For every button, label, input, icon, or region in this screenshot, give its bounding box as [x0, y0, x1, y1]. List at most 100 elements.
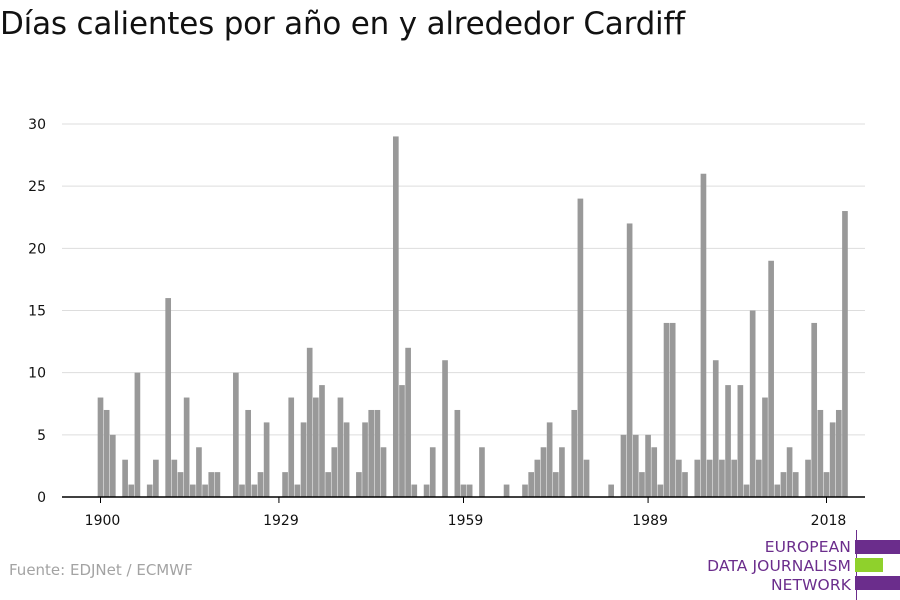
bar — [835, 409, 842, 497]
bar — [239, 484, 245, 497]
bar — [460, 484, 467, 497]
bar — [196, 447, 202, 497]
bar — [719, 459, 725, 497]
bar — [300, 422, 307, 497]
bar — [522, 484, 528, 497]
bar — [202, 484, 208, 497]
bar — [454, 409, 461, 497]
x-tick-label: 2018 — [811, 513, 847, 529]
bar — [189, 484, 196, 497]
bar — [306, 347, 313, 497]
bar — [694, 459, 701, 497]
bar — [712, 360, 719, 497]
bar — [288, 397, 295, 497]
logo-text-european: EUROPEAN — [764, 538, 851, 556]
y-tick-label: 25 — [28, 179, 46, 195]
bar — [669, 322, 676, 497]
bar — [503, 484, 510, 497]
bar — [651, 447, 658, 497]
bar — [755, 459, 762, 497]
bar — [608, 484, 614, 497]
bar — [146, 484, 153, 497]
bar — [109, 434, 116, 497]
bar — [362, 422, 368, 497]
bar — [626, 223, 633, 497]
bar — [263, 422, 270, 497]
bar — [392, 136, 399, 497]
bar — [282, 472, 288, 497]
bar — [737, 385, 744, 497]
bar — [583, 459, 590, 497]
bar — [380, 447, 387, 497]
bar — [399, 385, 405, 497]
bar — [577, 198, 584, 497]
bar — [429, 447, 436, 497]
bar — [768, 260, 774, 497]
bar — [479, 447, 485, 497]
logo-bar-green — [855, 558, 883, 572]
bar — [743, 484, 750, 497]
bar — [97, 397, 104, 497]
bar — [540, 447, 547, 497]
bar — [571, 409, 578, 497]
bar — [842, 211, 848, 498]
logo-bar-purple-top — [855, 540, 900, 554]
bar — [706, 459, 713, 497]
bar — [319, 385, 325, 497]
bar — [792, 472, 799, 497]
bar — [423, 484, 430, 497]
bar — [645, 434, 651, 497]
bar — [313, 397, 319, 497]
x-tick-label: 1989 — [632, 513, 668, 529]
bar — [405, 347, 411, 497]
bar — [663, 322, 670, 497]
bar — [823, 472, 830, 497]
bar — [134, 372, 141, 497]
bar — [411, 484, 418, 497]
bar — [805, 459, 811, 497]
bar — [165, 298, 172, 497]
bar — [700, 173, 707, 497]
bar — [774, 484, 781, 497]
bar — [466, 484, 473, 497]
y-tick-label: 20 — [28, 241, 46, 257]
bar — [122, 459, 128, 497]
bar — [337, 397, 344, 497]
bar — [177, 472, 184, 497]
bar — [811, 322, 818, 497]
edjnet-logo: EUROPEAN DATA JOURNALISM NETWORK — [700, 530, 900, 600]
bar — [676, 459, 682, 497]
bar — [103, 409, 110, 497]
bar — [368, 409, 375, 497]
bar — [786, 447, 793, 497]
bar — [829, 422, 836, 497]
bar — [731, 459, 738, 497]
logo-text-network: NETWORK — [770, 576, 851, 594]
bar — [294, 484, 301, 497]
bar — [171, 459, 178, 497]
bar — [325, 472, 331, 497]
bar — [817, 409, 824, 497]
bar — [183, 397, 190, 497]
x-tick-label: 1900 — [85, 513, 121, 529]
bar — [442, 360, 448, 497]
y-tick-label: 15 — [28, 304, 46, 320]
bar-chart: 0 5 10 15 20 25 30 1900 1929 1959 1989 2018 — [28, 117, 865, 529]
bar — [208, 472, 215, 497]
x-tick-label: 1929 — [263, 513, 299, 529]
bar — [356, 472, 362, 497]
y-tick-label: 0 — [37, 490, 46, 506]
logo-text-data-journalism: DATA JOURNALISM — [707, 557, 851, 575]
bar — [251, 484, 258, 497]
bar — [128, 484, 135, 497]
source-note: Fuente: EDJNet / ECMWF — [9, 561, 193, 579]
bar — [657, 484, 664, 497]
x-tick-label: 1959 — [448, 513, 484, 529]
bar — [559, 447, 565, 497]
y-tick-label: 30 — [28, 117, 46, 133]
bar — [762, 397, 768, 497]
bar — [749, 310, 756, 497]
bar — [245, 409, 251, 497]
bar — [546, 422, 553, 497]
bar — [780, 472, 787, 497]
